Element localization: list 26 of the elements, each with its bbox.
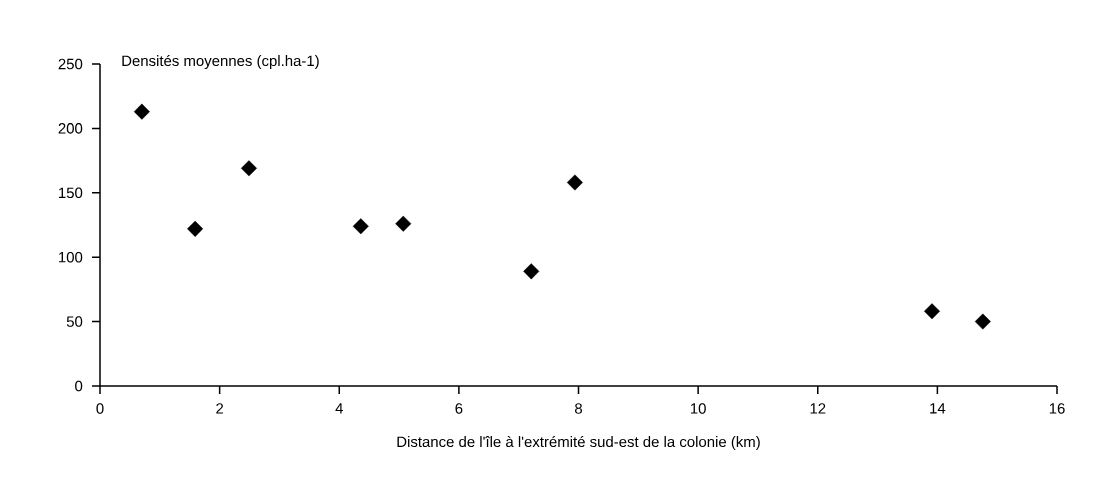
point bbox=[566, 174, 583, 191]
x-tick-label: 2 bbox=[216, 403, 224, 414]
x-tick-label: 4 bbox=[335, 403, 343, 414]
y-tick-label: 100 bbox=[59, 251, 83, 263]
y-tick-label: 150 bbox=[59, 187, 83, 199]
y-tick-label: 200 bbox=[58, 123, 83, 134]
y-axis-title: Densités moyennes (cpl.ha-1) bbox=[122, 54, 319, 70]
x-axis-title: Distance de l'île à l'extrémité sud-est de la colonie (km) bbox=[397, 435, 760, 450]
x-tick-label: 10 bbox=[690, 403, 706, 414]
point bbox=[924, 303, 940, 320]
point bbox=[523, 263, 540, 280]
x-tick-label: 14 bbox=[930, 403, 946, 414]
y-tick-label: 0 bbox=[75, 380, 83, 392]
point bbox=[187, 220, 204, 237]
x-tick-label: 12 bbox=[810, 403, 826, 414]
point bbox=[974, 313, 991, 330]
point bbox=[133, 103, 150, 120]
y-tick-label: 50 bbox=[66, 316, 83, 327]
x-tick-label: 0 bbox=[96, 403, 104, 414]
point bbox=[352, 218, 369, 235]
y-tick-label: 250 bbox=[58, 58, 83, 70]
point bbox=[240, 160, 257, 177]
x-tick-label: 6 bbox=[455, 403, 463, 414]
point bbox=[395, 215, 412, 232]
x-tick-label: 16 bbox=[1049, 403, 1065, 414]
x-tick-label: 8 bbox=[575, 403, 583, 414]
